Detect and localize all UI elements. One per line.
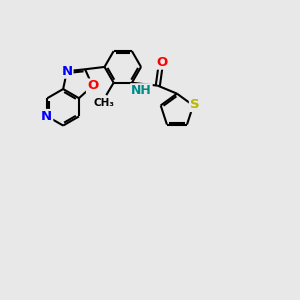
Text: S: S <box>190 98 200 111</box>
Text: NH: NH <box>131 84 152 97</box>
Text: O: O <box>156 56 167 69</box>
Text: CH₃: CH₃ <box>94 98 115 108</box>
Text: N: N <box>41 110 52 123</box>
Text: N: N <box>61 65 73 78</box>
Text: O: O <box>87 80 98 92</box>
